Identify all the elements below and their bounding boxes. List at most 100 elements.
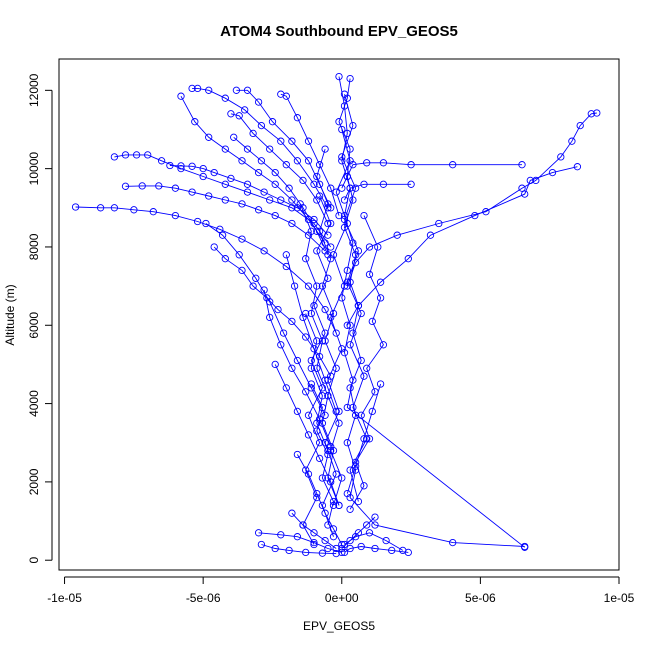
data-point	[205, 192, 213, 200]
data-point	[343, 219, 351, 228]
data-point	[293, 533, 302, 541]
data-point	[338, 540, 346, 549]
data-point	[177, 164, 185, 173]
data-point	[257, 157, 266, 165]
data-point	[363, 521, 371, 529]
data-point	[243, 188, 252, 196]
data-point	[230, 133, 238, 141]
data-point	[302, 388, 310, 396]
data-point	[293, 356, 302, 365]
y-tick-label: 8000	[27, 233, 41, 260]
data-point	[548, 168, 557, 177]
data-point	[296, 200, 304, 208]
data-point	[404, 255, 412, 263]
data-point	[299, 176, 307, 185]
data-point	[313, 364, 321, 372]
profile-series	[277, 90, 343, 220]
data-point	[260, 247, 268, 255]
data-point	[199, 164, 207, 173]
data-point	[193, 217, 202, 226]
data-point	[374, 243, 382, 251]
data-point	[318, 392, 327, 400]
profile-line	[341, 162, 522, 189]
data-point	[346, 321, 354, 329]
data-point	[576, 121, 584, 130]
data-point	[340, 282, 349, 290]
data-point	[593, 109, 601, 117]
data-point	[324, 450, 332, 459]
x-tick-label: -5e-06	[186, 591, 221, 605]
data-point	[249, 282, 257, 290]
data-point	[338, 345, 346, 353]
data-point	[302, 333, 310, 341]
data-point	[376, 380, 385, 388]
data-point	[340, 196, 349, 204]
data-point	[382, 536, 390, 545]
data-point	[216, 225, 224, 233]
profile-line	[258, 532, 342, 553]
data-point	[338, 474, 346, 482]
data-point	[243, 180, 252, 188]
data-point	[518, 184, 526, 192]
data-point	[260, 286, 268, 294]
data-point	[532, 176, 540, 185]
data-point	[388, 546, 396, 555]
data-point	[241, 106, 249, 114]
profile-series	[202, 219, 329, 419]
data-point	[346, 157, 354, 165]
data-point	[288, 137, 296, 145]
data-point	[232, 86, 241, 94]
data-point	[346, 74, 354, 83]
data-point	[110, 204, 119, 212]
data-point	[399, 546, 407, 555]
data-point	[132, 151, 141, 159]
profile-line	[346, 383, 382, 494]
data-point	[379, 180, 388, 188]
data-point	[238, 200, 246, 208]
data-point	[324, 544, 332, 553]
data-point	[221, 145, 229, 153]
data-point	[351, 411, 360, 419]
data-point	[568, 137, 576, 145]
data-point	[351, 462, 360, 470]
y-tick-label: 10000	[27, 152, 41, 186]
data-point	[243, 86, 252, 94]
data-point	[393, 231, 401, 239]
profile-series	[257, 540, 340, 558]
data-point	[426, 231, 435, 239]
data-point	[335, 419, 343, 427]
data-point	[329, 533, 338, 541]
data-point	[357, 309, 365, 318]
data-point	[557, 153, 565, 161]
profile-line	[125, 185, 326, 252]
data-point	[304, 137, 313, 145]
data-point	[349, 376, 357, 384]
data-point	[260, 188, 268, 196]
data-point	[307, 227, 315, 235]
data-point	[279, 329, 288, 337]
data-point	[274, 305, 282, 314]
data-point	[360, 180, 368, 188]
data-point	[313, 282, 321, 290]
profile-line	[302, 195, 332, 545]
data-point	[290, 282, 299, 290]
data-point	[202, 219, 210, 228]
data-point	[310, 302, 318, 310]
data-point	[271, 180, 279, 188]
data-point	[271, 168, 279, 177]
data-point	[449, 161, 457, 169]
data-point	[332, 470, 340, 478]
data-point	[346, 544, 354, 553]
data-point	[205, 133, 213, 141]
data-point	[315, 454, 324, 463]
data-point	[365, 270, 374, 279]
data-point	[343, 266, 351, 275]
data-point	[221, 180, 229, 188]
profile-series	[227, 110, 332, 228]
profile-series	[338, 513, 379, 553]
data-point	[288, 219, 296, 228]
data-point	[266, 313, 274, 322]
profile-series	[254, 529, 346, 557]
profile-line	[261, 544, 337, 555]
data-point	[321, 337, 329, 345]
